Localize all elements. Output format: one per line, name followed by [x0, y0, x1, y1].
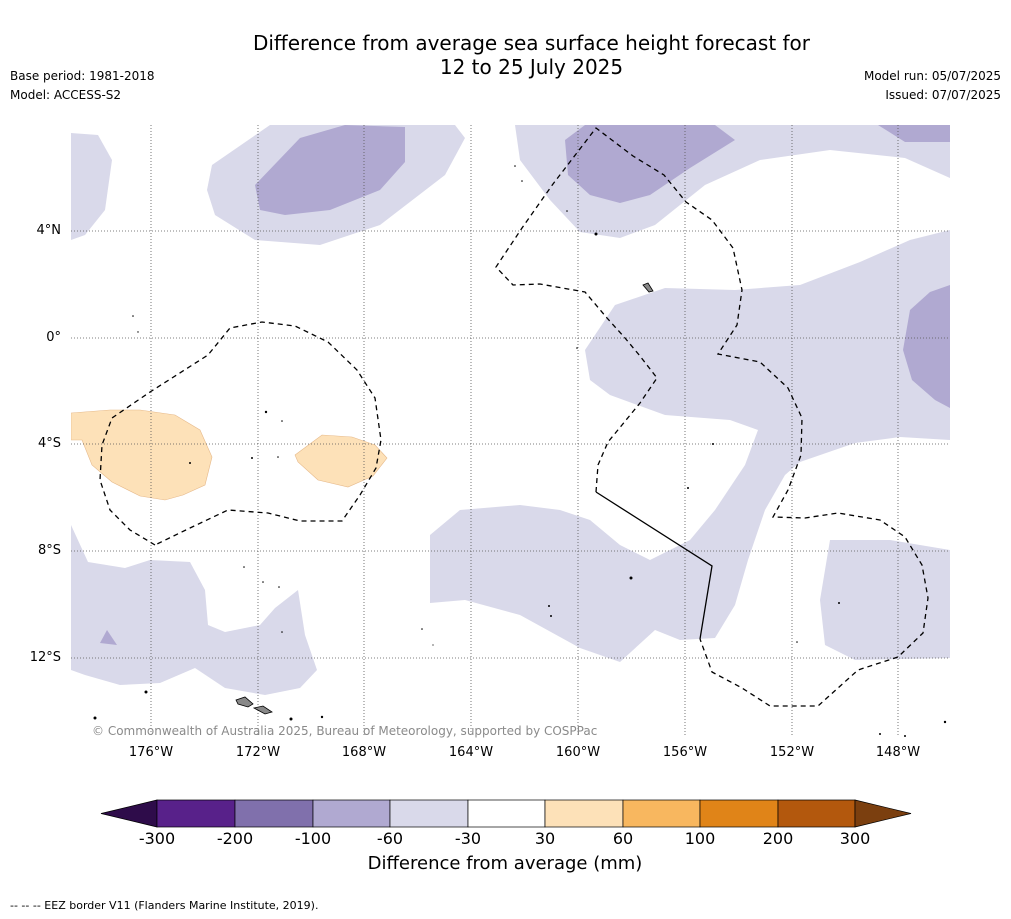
colorbar-segment — [699, 799, 779, 828]
colorbar-segment — [234, 799, 314, 828]
colorbar-tick: 100 — [684, 829, 716, 848]
anomaly-core-east — [903, 285, 950, 408]
island-tutuila — [252, 705, 273, 715]
title-line-1: Difference from average sea surface heig… — [252, 31, 811, 55]
lon-label: 172°W — [235, 745, 281, 760]
lon-label: 152°W — [769, 745, 815, 760]
anomaly-core-north — [565, 125, 735, 203]
lat-label: 12°S — [29, 650, 61, 665]
anomaly-region-south-east — [820, 540, 950, 660]
atolls — [93, 165, 947, 737]
colorbar-segment — [156, 799, 236, 828]
colorbar-tick: 60 — [612, 829, 634, 848]
model-name: Model: ACCESS-S2 — [10, 88, 122, 102]
eez-border-west — [99, 321, 382, 546]
anomaly-region-nw — [71, 133, 112, 240]
title-line-2: 12 to 25 July 2025 — [439, 55, 624, 79]
island-upolu — [235, 696, 254, 708]
lon-label: 164°W — [448, 745, 494, 760]
colorbar-tick: 300 — [839, 829, 871, 848]
colorbar-tick: -300 — [138, 829, 176, 848]
anomaly-region-east-band — [430, 230, 950, 662]
eez-footnote: -- -- -- EEZ border V11 (Flanders Marine… — [10, 899, 319, 912]
eez-borders — [99, 127, 929, 707]
issued-date: Issued: 07/07/2025 — [885, 88, 1001, 102]
lat-label: 4°N — [36, 223, 62, 238]
meta-right: Model run: 05/07/2025 Issued: 07/07/2025 — [864, 67, 1001, 105]
copyright-notice: © Commonwealth of Australia 2025, Bureau… — [92, 724, 598, 738]
lon-label: 168°W — [341, 745, 387, 760]
islands — [235, 282, 654, 715]
colorbar-segment — [622, 799, 701, 828]
anomaly-core-north-east-corner — [878, 125, 950, 142]
anomaly-core-north-west — [255, 125, 405, 215]
anomaly-minus60-regions — [100, 125, 950, 645]
colorbar-label: Difference from average (mm) — [367, 853, 643, 874]
lat-label: 8°S — [37, 543, 61, 558]
eez-border-solid-segment — [595, 491, 713, 640]
meta-left: Base period: 1981-2018 Model: ACCESS-S2 — [10, 67, 155, 105]
lon-label: 176°W — [128, 745, 174, 760]
lon-label: 156°W — [662, 745, 708, 760]
colorbar-tick: -100 — [294, 829, 332, 848]
colorbar-extend-max — [854, 799, 912, 828]
anomaly-region-south-west — [71, 525, 317, 695]
map-area — [71, 125, 950, 737]
lon-label: 160°W — [555, 745, 601, 760]
colorbar-segment — [389, 799, 469, 828]
lat-label: 0° — [46, 330, 61, 345]
colorbar-segment — [544, 799, 624, 828]
colorbar-tick: -200 — [216, 829, 254, 848]
anomaly-core-south-west-spot — [100, 630, 117, 645]
map-title: Difference from average sea surface heig… — [0, 31, 1011, 79]
lon-label: 148°W — [875, 745, 921, 760]
colorbar — [100, 799, 912, 828]
island-christmas — [642, 282, 654, 293]
colorbar-extend-min — [100, 799, 158, 828]
eez-border-central-north — [495, 127, 929, 707]
colorbar-segment — [467, 799, 546, 828]
colorbar-tick: 30 — [534, 829, 556, 848]
colorbar-tick: -60 — [376, 829, 404, 848]
base-period: Base period: 1981-2018 — [10, 69, 155, 83]
model-run: Model run: 05/07/2025 — [863, 69, 1001, 83]
colorbar-tick: 200 — [762, 829, 794, 848]
colorbar-segment — [312, 799, 391, 828]
graticule — [71, 125, 950, 737]
colorbar-tick: -30 — [454, 829, 482, 848]
colorbar-segment — [777, 799, 856, 828]
lat-label: 4°S — [37, 436, 61, 451]
